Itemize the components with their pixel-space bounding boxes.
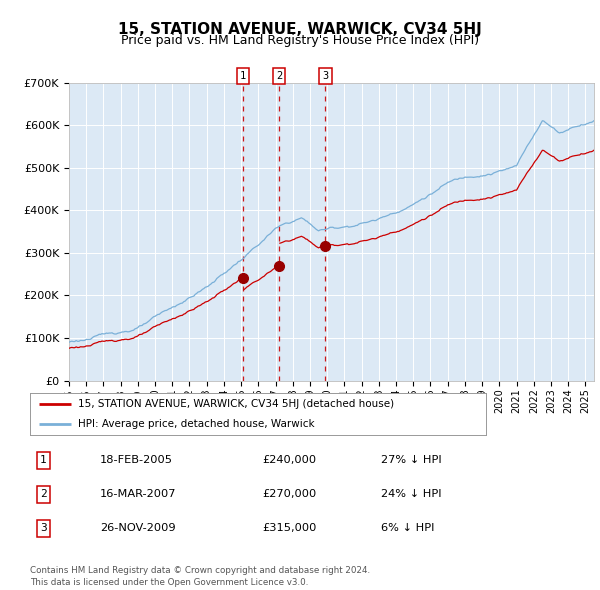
Text: £240,000: £240,000 (262, 455, 316, 465)
Text: Price paid vs. HM Land Registry's House Price Index (HPI): Price paid vs. HM Land Registry's House … (121, 34, 479, 47)
Text: 6% ↓ HPI: 6% ↓ HPI (381, 523, 434, 533)
Text: 2: 2 (40, 489, 47, 499)
Text: £315,000: £315,000 (262, 523, 317, 533)
Text: 3: 3 (40, 523, 47, 533)
Text: 16-MAR-2007: 16-MAR-2007 (100, 489, 176, 499)
Text: £270,000: £270,000 (262, 489, 316, 499)
Text: 26-NOV-2009: 26-NOV-2009 (100, 523, 176, 533)
Text: 3: 3 (322, 71, 329, 81)
Text: 1: 1 (40, 455, 47, 465)
Text: 2: 2 (276, 71, 282, 81)
Text: 15, STATION AVENUE, WARWICK, CV34 5HJ (detached house): 15, STATION AVENUE, WARWICK, CV34 5HJ (d… (78, 399, 394, 409)
Text: 1: 1 (240, 71, 247, 81)
Text: Contains HM Land Registry data © Crown copyright and database right 2024.
This d: Contains HM Land Registry data © Crown c… (30, 566, 370, 587)
Text: 15, STATION AVENUE, WARWICK, CV34 5HJ: 15, STATION AVENUE, WARWICK, CV34 5HJ (118, 22, 482, 37)
Text: 27% ↓ HPI: 27% ↓ HPI (381, 455, 442, 465)
Text: 24% ↓ HPI: 24% ↓ HPI (381, 489, 442, 499)
Text: HPI: Average price, detached house, Warwick: HPI: Average price, detached house, Warw… (78, 419, 314, 429)
Text: 18-FEB-2005: 18-FEB-2005 (100, 455, 173, 465)
